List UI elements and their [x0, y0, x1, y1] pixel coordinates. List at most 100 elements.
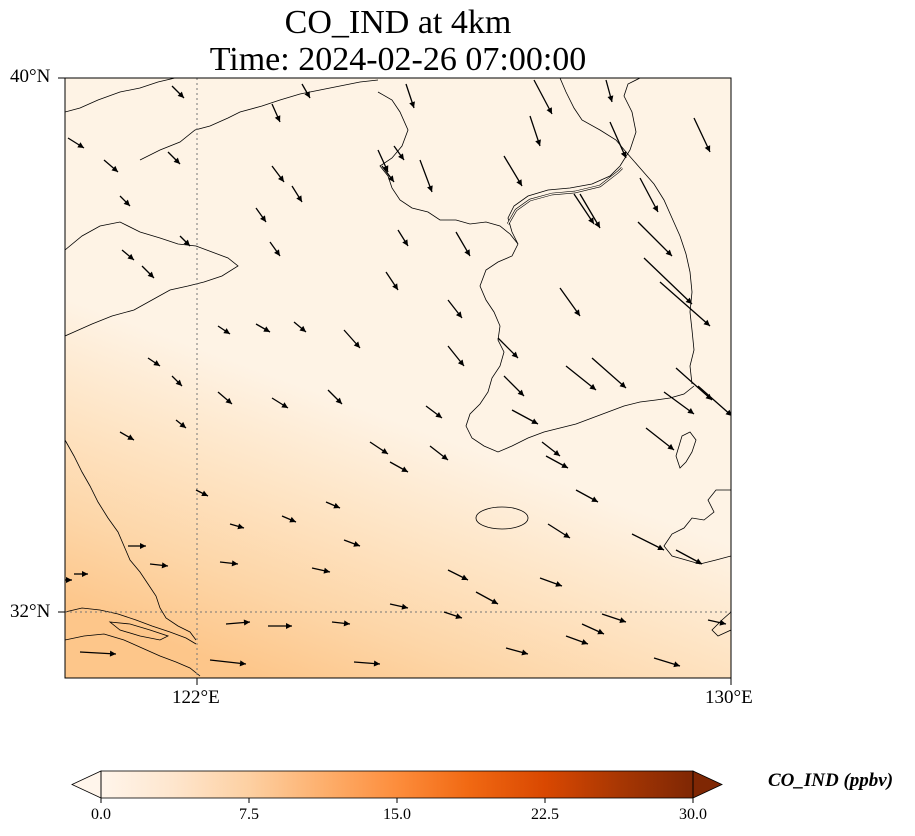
wind-arrow-head: [82, 571, 88, 577]
gridlines: [65, 78, 731, 678]
wind-arrow-head: [719, 619, 726, 626]
wind-arrow-head: [353, 541, 360, 547]
wind-arrow-head: [695, 558, 702, 564]
jeju-island: [475, 506, 529, 530]
wind-arrow-head: [461, 574, 468, 580]
wind-arrow-head: [161, 562, 168, 569]
wind-arrow-head: [140, 543, 146, 549]
wind-arrow-head: [703, 319, 710, 326]
wind-arrow-head: [402, 239, 408, 246]
wind-arrow-head: [286, 623, 292, 629]
wind-arrow-head: [353, 341, 360, 348]
wind-arrow-head: [594, 221, 600, 228]
wind-arrow-head: [561, 462, 568, 468]
wind-arrow-head: [274, 115, 281, 122]
coastline-korea-east: [559, 78, 695, 385]
wind-arrow-head: [183, 239, 190, 246]
wind-arrow-head: [517, 389, 524, 396]
map-time-subtitle: Time: 2024-02-26 07:00:00: [209, 41, 587, 78]
colorbar-tick-label: 0.0: [91, 806, 111, 823]
lon-label-122e: 122°E: [172, 687, 220, 708]
wind-arrow-head: [243, 619, 250, 626]
lon-label-130e: 130°E: [705, 687, 753, 708]
coastline-tsushima: [675, 431, 697, 469]
colorbar-tick-label: 15.0: [383, 806, 411, 823]
wind-arrow-head: [260, 215, 266, 222]
wind-arrow-head: [455, 311, 462, 318]
wind-arrow-head: [381, 448, 388, 454]
wind-arrow-head: [153, 360, 160, 366]
wind-arrow-head: [589, 383, 596, 390]
wind-arrow-head: [555, 581, 562, 587]
wind-arrow-head: [588, 217, 594, 224]
wind-arrow-head: [619, 381, 626, 388]
wind-arrow-head: [343, 620, 350, 627]
wind-arrow: [209, 659, 247, 665]
wind-arrow: [533, 79, 553, 115]
wind-arrow-head: [535, 139, 541, 146]
wind-arrow-head: [263, 326, 270, 332]
wind-arrow-head: [401, 466, 408, 472]
wind-arrow-head: [66, 577, 72, 583]
wind-arrow-head: [725, 409, 731, 416]
colorbar-title: CO_IND (ppbv): [768, 770, 894, 791]
wind-arrow-head: [401, 603, 408, 610]
wind-arrow-head: [435, 412, 442, 418]
wind-arrow-head: [531, 418, 538, 424]
wind-arrow: [79, 651, 117, 655]
wind-arrow-head: [175, 379, 182, 386]
wind-arrow-head: [201, 490, 208, 496]
wind-arrow-head: [373, 660, 380, 667]
wind-arrow-head: [237, 523, 244, 530]
wind-arrow-head: [281, 402, 288, 408]
wind-arrow-head: [77, 142, 84, 148]
wind-arrow: [697, 385, 731, 416]
wind-arrow-head: [591, 496, 598, 502]
wind-arrow-head: [464, 249, 470, 256]
wind-arrow-head: [127, 253, 134, 260]
coastline-chongming: [108, 621, 170, 641]
wind-arrow-head: [521, 649, 528, 656]
map-title: CO_IND at 4km: [284, 4, 512, 41]
wind-arrow-head: [546, 107, 552, 114]
coastline-kyushu-south: [711, 611, 731, 637]
wind-arrow-head: [177, 91, 184, 98]
wind-arrow-head: [147, 271, 154, 278]
wind-arrow-head: [597, 628, 604, 635]
lat-label-40n: 40°N: [10, 66, 51, 87]
wind-arrow-head: [398, 153, 404, 160]
map-frame-border: [64, 77, 732, 679]
wind-arrow-head: [657, 544, 664, 550]
wind-arrow: [565, 365, 597, 391]
wind-arrow-head: [441, 453, 448, 460]
wind-arrow-head: [511, 351, 518, 358]
lat-label-32n: 32°N: [10, 601, 51, 622]
wind-arrow-head: [388, 175, 394, 182]
wind-arrow-head: [299, 325, 306, 332]
coastline-liaodong: [377, 91, 519, 245]
coastline-bohai: [139, 79, 379, 161]
wind-arrow: [591, 357, 627, 389]
colorbar-tick-label: 7.5: [239, 806, 259, 823]
wind-arrow-head: [704, 145, 711, 152]
wind-arrow-head: [673, 661, 680, 668]
wind-arrow: [609, 121, 627, 159]
wind-arrow-head: [685, 297, 692, 304]
wind-arrow-head: [278, 175, 284, 182]
wind-arrow: [637, 221, 673, 257]
wind-arrow-head: [574, 309, 580, 316]
wind-arrow-head: [289, 516, 296, 523]
colorbar-extend-min: [71, 770, 102, 799]
wind-arrow: [693, 117, 711, 153]
wind-arrow-head: [455, 613, 462, 619]
wind-arrow-head: [179, 421, 186, 428]
coastline-korea-east-north: [619, 78, 641, 167]
coastline-shandong: [65, 78, 176, 113]
wind-arrow: [659, 281, 711, 327]
wind-arrow-head: [427, 185, 433, 192]
wind-arrow-head: [409, 101, 415, 108]
wind-arrow-head: [239, 660, 246, 667]
wind-arrow-head: [652, 205, 658, 212]
wind-arrow: [663, 391, 695, 415]
